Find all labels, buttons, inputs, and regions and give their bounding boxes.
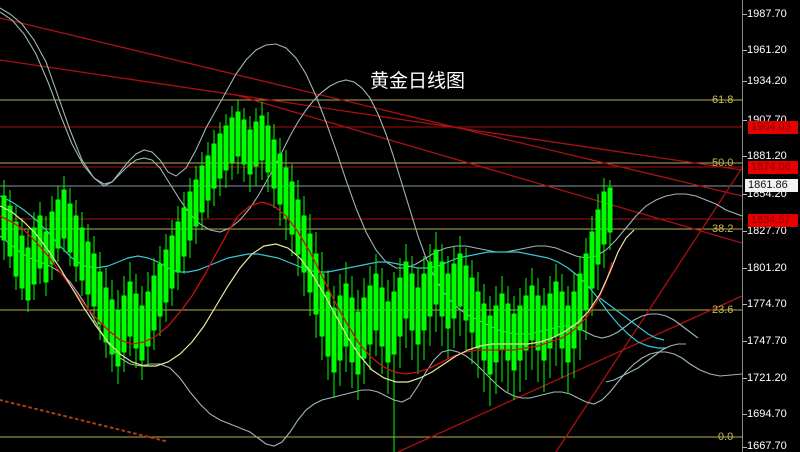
axis-tickmark (743, 231, 747, 232)
axis-tickmark (743, 447, 747, 448)
axis-tickmark (743, 120, 747, 121)
axis-tick-label: 1827.70 (747, 225, 787, 237)
axis-tick-label: 1854.20 (747, 188, 787, 200)
axis-tick-label: 1721.20 (747, 372, 787, 384)
fib-label-618: 61.8 (712, 94, 734, 106)
price-label-1904[interactable]: 1904.03 (748, 121, 798, 134)
indicator-tail-cyan (599, 297, 665, 341)
axis-tickmark (743, 50, 747, 51)
axis-tickmark (743, 81, 747, 82)
moving-average-cyan (0, 195, 666, 349)
price-label-1874[interactable]: 1874.06 (748, 161, 798, 174)
fib-label-000: 0.0 (718, 431, 734, 443)
axis-tick-label: 1694.70 (747, 408, 787, 420)
axis-tick-label: 1801.20 (747, 262, 787, 274)
axis-tick-label: 1881.20 (747, 150, 787, 162)
indicator-tail-gray (605, 343, 686, 383)
axis-tick-label: 1987.70 (747, 8, 787, 20)
fib-label-236: 23.6 (712, 304, 734, 316)
axis-tickmark (743, 304, 747, 305)
axis-tick-label: 1907.70 (747, 114, 787, 126)
axis-tickmark (743, 341, 747, 342)
price-chart-plot-area[interactable] (0, 0, 742, 452)
axis-tickmark (743, 194, 747, 195)
axis-tick-label: 1747.70 (747, 335, 787, 347)
chart-background (0, 0, 742, 452)
chart-title: 黄金日线图 (370, 70, 466, 92)
moving-average-yellow (0, 205, 635, 383)
fib-label-500: 50.0 (712, 157, 734, 169)
axis-tickmark (743, 268, 747, 269)
candlestick-series (1, 100, 613, 452)
axis-tick-label: 1774.70 (747, 298, 787, 310)
chart-svg (0, 0, 742, 452)
bollinger-band-lower (0, 235, 742, 447)
trendlines (0, 17, 742, 452)
axis-tick-label: 1934.20 (747, 75, 787, 87)
current-price-label[interactable]: 1861.86 (745, 179, 798, 192)
fib-label-382: 38.2 (712, 223, 734, 235)
bollinger-band-upper (0, 7, 742, 269)
price-label-1834[interactable]: 1834.57 (748, 214, 798, 227)
axis-tickmark (743, 414, 747, 415)
axis-tick-label: 1667.70 (747, 440, 787, 452)
axis-tickmark (743, 14, 747, 15)
moving-average-gray-short (0, 11, 699, 339)
axis-tickmark (743, 156, 747, 157)
moving-average-red (0, 201, 613, 375)
axis-tick-label: 1961.20 (747, 44, 787, 56)
axis-tickmark (743, 378, 747, 379)
